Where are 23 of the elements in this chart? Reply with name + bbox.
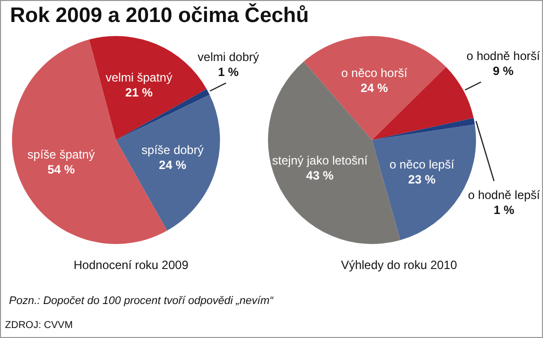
chart-title: Rok 2009 a 2010 očima Čechů bbox=[10, 4, 309, 28]
slice-label: spíše dobrý bbox=[142, 143, 204, 158]
slice-label: velmi dobrý bbox=[198, 50, 260, 64]
text: Pozn.: Dopočet do 100 procent tvoří odpovědi „nevím“ bbox=[9, 295, 274, 307]
slice-label: o hodně horší bbox=[466, 48, 541, 63]
data-label: 9 % bbox=[492, 64, 514, 78]
slice-label: o něco horší bbox=[341, 66, 408, 80]
slice-label: spíše špatný bbox=[27, 148, 95, 162]
text: ZDROJ: CVVM bbox=[5, 320, 73, 331]
text: Hodnocení roku 2009 bbox=[72, 258, 190, 272]
data-label: 1 % bbox=[218, 65, 239, 80]
data-label: 24 % bbox=[360, 81, 388, 96]
data-label: 24 % bbox=[158, 158, 187, 172]
slice-label: stejný jako letošní bbox=[272, 154, 368, 168]
data-label: 23 % bbox=[408, 172, 436, 186]
data-label: 21 % bbox=[125, 86, 153, 100]
slice-label: o hodně lepší bbox=[468, 188, 541, 202]
data-label: 54 % bbox=[47, 162, 76, 177]
slice-label: velmi špatný bbox=[106, 70, 172, 85]
data-label: 43 % bbox=[306, 168, 334, 183]
text: Výhledy do roku 2010 bbox=[340, 258, 458, 272]
slice-label: o něco lepší bbox=[389, 157, 455, 172]
data-label: 1 % bbox=[494, 203, 515, 218]
